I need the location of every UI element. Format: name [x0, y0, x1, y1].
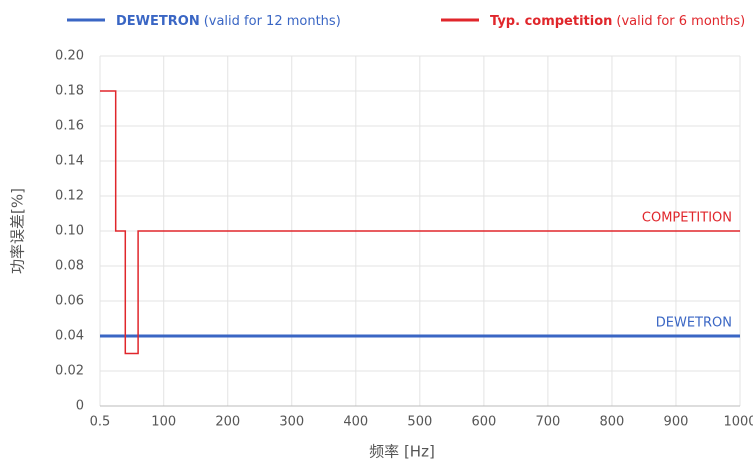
y-tick-label: 0.10 — [55, 224, 84, 239]
x-tick-label: 800 — [600, 415, 625, 430]
series-label: DEWETRON — [656, 316, 732, 331]
x-tick-label: 200 — [215, 415, 240, 430]
x-axis-label: 频率 [Hz] — [369, 443, 435, 461]
legend-entry: DEWETRON (valid for 12 months) — [116, 14, 341, 29]
y-tick-label: 0.16 — [55, 119, 84, 134]
y-tick-label: 0 — [76, 399, 84, 414]
x-tick-label: 1000 — [723, 415, 753, 430]
series-line — [100, 90, 740, 355]
legend-note: (valid for 6 months) — [616, 14, 745, 29]
legend-name: Typ. competition — [490, 14, 612, 29]
y-tick-label: 0.14 — [55, 154, 84, 169]
x-tick-label: 400 — [343, 415, 368, 430]
y-axis-label: 功率误差[%] — [9, 188, 27, 274]
x-tick-label: 100 — [151, 415, 176, 430]
y-tick-label: 0.08 — [55, 259, 84, 274]
x-tick-label: 300 — [279, 415, 304, 430]
y-tick-label: 0.18 — [55, 84, 84, 99]
x-tick-label: 900 — [664, 415, 689, 430]
legend-name: DEWETRON — [116, 14, 200, 29]
x-tick-label: 600 — [471, 415, 496, 430]
y-tick-label: 0.12 — [55, 189, 84, 204]
y-tick-label: 0.02 — [55, 364, 84, 379]
legend-note: (valid for 12 months) — [204, 14, 341, 29]
y-tick-label: 0.06 — [55, 294, 84, 309]
x-tick-label: 700 — [535, 415, 560, 430]
legend-entry: Typ. competition (valid for 6 months) — [490, 14, 745, 29]
x-tick-label: 0.5 — [90, 415, 111, 430]
series-label: COMPETITION — [642, 211, 732, 226]
x-tick-label: 500 — [407, 415, 432, 430]
y-tick-label: 0.04 — [55, 329, 84, 344]
y-tick-label: 0.20 — [55, 49, 84, 64]
